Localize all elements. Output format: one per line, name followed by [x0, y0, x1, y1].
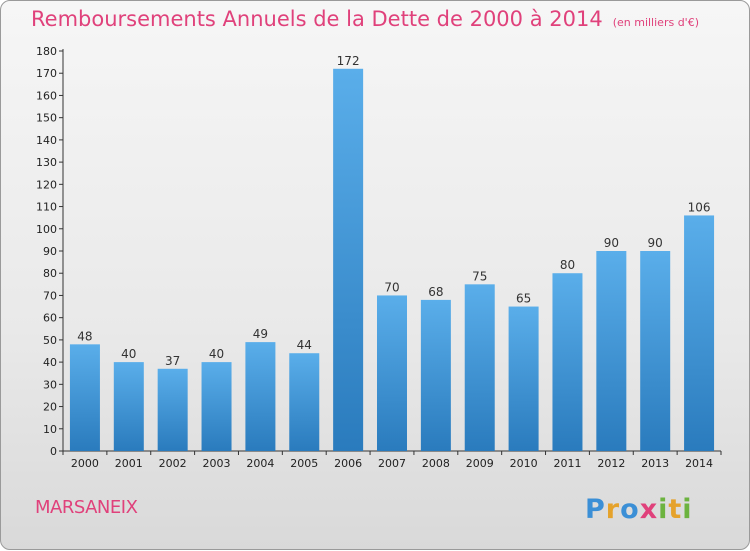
- data-label-2009: 75: [472, 269, 487, 283]
- x-tick-label-2012: 2012: [597, 457, 625, 470]
- y-tick-label: 70: [43, 289, 57, 302]
- x-tick-label-2010: 2010: [510, 457, 538, 470]
- y-tick-label: 50: [43, 334, 57, 347]
- y-tick-label: 120: [36, 178, 57, 191]
- bar-2010: [508, 306, 539, 451]
- data-label-2000: 48: [77, 329, 92, 343]
- y-tick-label: 30: [43, 378, 57, 391]
- data-label-2014: 106: [688, 200, 711, 214]
- y-tick-label: 60: [43, 312, 57, 325]
- x-tick-label-2001: 2001: [115, 457, 143, 470]
- y-tick-label: 100: [36, 223, 57, 236]
- y-tick-label: 90: [43, 245, 57, 258]
- y-tick-label: 160: [36, 89, 57, 102]
- data-label-2008: 68: [428, 285, 443, 299]
- y-tick-label: 110: [36, 201, 57, 214]
- x-tick-label-2002: 2002: [159, 457, 187, 470]
- data-label-2010: 65: [516, 292, 531, 306]
- y-tick-label: 170: [36, 67, 57, 80]
- bar-2014: [684, 215, 715, 451]
- x-tick-label-2003: 2003: [203, 457, 231, 470]
- data-label-2001: 40: [121, 347, 136, 361]
- y-tick-label: 10: [43, 423, 57, 436]
- y-tick-label: 180: [36, 45, 57, 58]
- bar-2006: [333, 68, 364, 452]
- x-tick-label-2000: 2000: [71, 457, 99, 470]
- x-tick-label-2006: 2006: [334, 457, 362, 470]
- bar-2009: [464, 284, 495, 451]
- bar-2012: [596, 251, 627, 451]
- bar-2002: [157, 368, 188, 451]
- bar-2013: [640, 251, 671, 451]
- x-tick-label-2008: 2008: [422, 457, 450, 470]
- x-tick-label-2005: 2005: [290, 457, 318, 470]
- y-tick-label: 0: [50, 445, 57, 458]
- bar-2007: [377, 295, 407, 451]
- x-tick-label-2007: 2007: [378, 457, 406, 470]
- svg-text:Proxiti: Proxiti: [585, 494, 693, 525]
- chart-unit: (en milliers d'€): [612, 16, 699, 29]
- chart-title: Remboursements Annuels de la Dette de 20…: [31, 7, 699, 31]
- commune-name: MARSANEIX: [35, 497, 138, 518]
- y-tick-label: 150: [36, 112, 57, 125]
- x-tick-label-2013: 2013: [641, 457, 669, 470]
- bar-2003: [201, 362, 232, 451]
- data-labels-group: 48 40 37 40 49 44 172 70 68 75 65 80 90 90 106: [77, 54, 710, 368]
- x-tick-label-2011: 2011: [553, 457, 581, 470]
- bar-2000: [69, 344, 100, 451]
- x-tick-label-2014: 2014: [685, 457, 713, 470]
- data-label-2003: 40: [209, 347, 224, 361]
- chart-title-text: Remboursements Annuels de la Dette de 20…: [31, 7, 603, 31]
- y-tick-label: 130: [36, 156, 57, 169]
- x-tick-label-2009: 2009: [466, 457, 494, 470]
- y-tick-label: 140: [36, 134, 57, 147]
- x-tick-label-2004: 2004: [246, 457, 274, 470]
- data-label-2004: 49: [253, 327, 268, 341]
- bar-2008: [420, 299, 451, 451]
- bar-2005: [289, 353, 320, 451]
- y-tick-label: 80: [43, 267, 57, 280]
- bar-2004: [245, 342, 276, 451]
- bar-2011: [552, 273, 583, 451]
- y-tick-label: 20: [43, 401, 57, 414]
- data-label-2007: 70: [384, 280, 399, 294]
- data-label-2005: 44: [297, 338, 312, 352]
- bars-group: [69, 68, 715, 452]
- data-label-2002: 37: [165, 354, 180, 368]
- y-tick-label: 40: [43, 356, 57, 369]
- x-axis: 2000 2001 2002 2003 2004 2005 2006 2007 2008 2009…: [62, 450, 722, 470]
- data-label-2011: 80: [560, 258, 575, 272]
- data-label-2006: 172: [337, 54, 360, 68]
- bar-2001: [113, 362, 144, 451]
- data-label-2012: 90: [604, 236, 619, 250]
- proxiti-logo: Proxiti: [585, 494, 693, 525]
- data-label-2013: 90: [648, 236, 663, 250]
- y-axis: 0 10 20 30 40 50 60 70 80 90 100 110 120 130 140 150 160…: [36, 45, 64, 458]
